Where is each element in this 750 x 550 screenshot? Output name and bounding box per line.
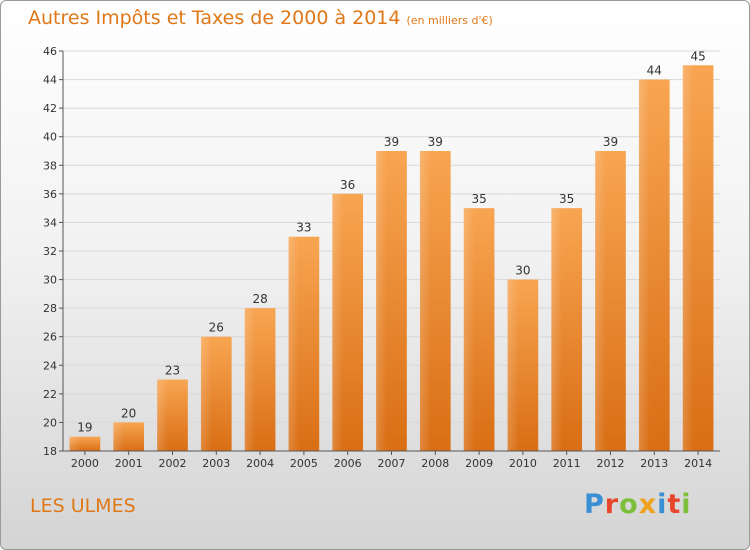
x-tick-label-2014: 2014 [684,457,712,470]
data-label-2005: 33 [296,221,311,235]
bar-highlight-2011 [551,208,563,451]
bar-highlight-2003 [200,336,212,451]
y-tick-label-26: 26 [43,331,57,344]
axes [62,51,720,452]
bar-highlight-2008 [419,151,431,451]
data-label-2012: 39 [603,135,618,149]
y-tick-label-44: 44 [43,74,57,87]
x-tick-label-2010: 2010 [509,457,537,470]
x-tick-label-2008: 2008 [421,457,449,470]
y-tick-label-32: 32 [43,245,57,258]
bar-highlight-2012 [595,151,606,451]
x-tick-label-2003: 2003 [202,457,230,470]
x-tick-label-2004: 2004 [246,457,274,470]
x-tick-label-2000: 2000 [71,457,99,470]
y-axis-ticks: 18 20 22 24 26 28 30 32 34 36 38 40 42 44 46 [43,45,63,458]
data-label-2001: 20 [121,406,136,420]
data-label-2009: 35 [471,192,486,206]
data-label-2008: 39 [428,135,443,149]
x-tick-label-2005: 2005 [290,457,318,470]
bar-highlight-2006 [332,193,344,451]
x-tick-label-2007: 2007 [378,457,406,470]
bar-highlight-2001 [113,422,125,451]
logo-letter: i [681,489,692,520]
bar-highlight-2002 [157,379,168,451]
data-label-2000: 19 [77,421,92,435]
x-axis-ticks: 2000 2001 2002 2003 2004 2005 2006 2007 2008 2009… [71,451,712,470]
bar-highlight-2004 [244,308,256,451]
data-label-2014: 45 [690,49,705,63]
x-tick-label-2009: 2009 [465,457,493,470]
y-tick-label-18: 18 [43,445,57,458]
y-tick-label-28: 28 [43,302,57,315]
title-text: Autres Impôts et Taxes de 2000 à 2014 [28,7,401,29]
data-label-2003: 26 [209,321,224,335]
bar-highlight-2010 [507,279,519,451]
x-tick-label-2013: 2013 [640,457,668,470]
bars [69,65,714,452]
data-labels: 19 20 23 26 28 33 36 39 39 35 30 35 39 44 45 [77,49,705,434]
data-label-2013: 44 [647,64,662,78]
logo-letter: o [619,489,639,520]
y-tick-label-24: 24 [43,359,57,372]
bar-highlight-2005 [288,236,300,451]
y-tick-label-22: 22 [43,388,57,401]
y-tick-label-42: 42 [43,102,57,115]
y-tick-label-46: 46 [43,45,57,58]
x-tick-label-2002: 2002 [159,457,187,470]
data-label-2011: 35 [559,192,574,206]
proxiti-logo: Proxiti [584,489,692,520]
y-tick-label-36: 36 [43,188,57,201]
x-tick-label-2001: 2001 [115,457,143,470]
data-label-2004: 28 [252,292,267,306]
y-tick-label-38: 38 [43,159,57,172]
bar-highlight-2009 [463,208,475,451]
y-tick-label-34: 34 [43,216,57,229]
logo-letter: i [657,489,668,520]
y-tick-label-40: 40 [43,131,57,144]
bar-highlight-2007 [376,151,387,451]
bar-highlight-2013 [638,79,650,452]
y-tick-label-20: 20 [43,416,57,429]
x-tick-label-2011: 2011 [553,457,581,470]
commune-name: LES ULMES [30,495,136,517]
x-tick-label-2012: 2012 [597,457,625,470]
data-label-2006: 36 [340,178,355,192]
logo-letter: x [638,489,658,520]
logo-letter: r [604,489,620,520]
data-label-2002: 23 [165,364,180,378]
bar-highlight-2014 [682,65,694,452]
chart-title: Autres Impôts et Taxes de 2000 à 2014 (en… [28,7,493,29]
logo-letter: P [584,489,605,520]
data-label-2010: 30 [515,264,530,278]
bar-highlight-2000 [69,436,81,451]
y-tick-label-30: 30 [43,274,57,287]
logo-letter: t [667,489,682,520]
x-tick-label-2006: 2006 [334,457,362,470]
title-unit: (en milliers d'€) [406,14,493,27]
data-label-2007: 39 [384,135,399,149]
